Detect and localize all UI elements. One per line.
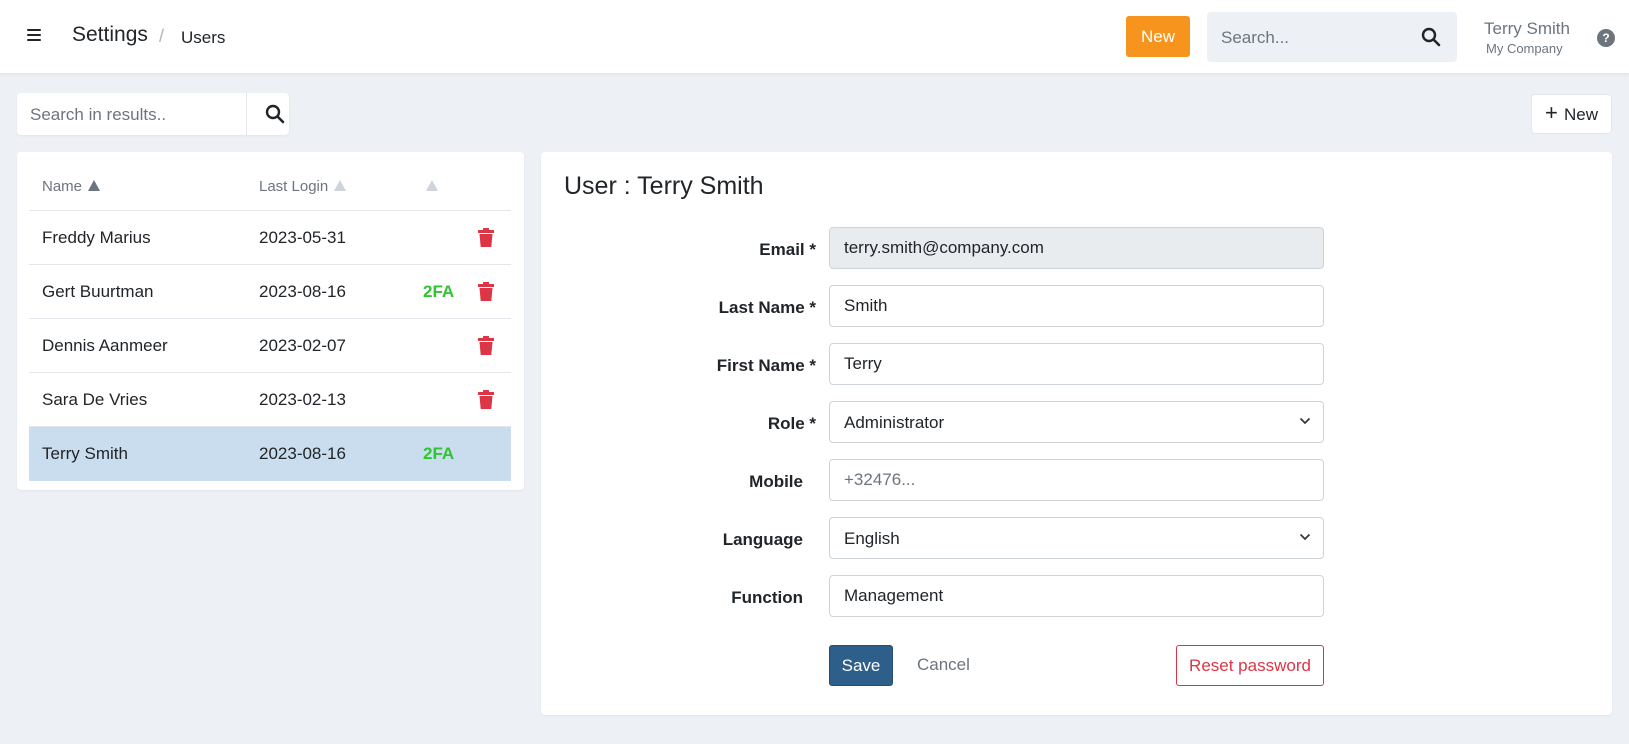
trash-icon[interactable]	[478, 390, 494, 409]
sort-icon	[426, 180, 438, 191]
user-name-cell: Sara De Vries	[42, 390, 148, 409]
first-name-field[interactable]	[829, 343, 1324, 385]
table-row-selected[interactable]: Terry Smith 2023-08-16 2FA	[29, 427, 511, 481]
top-bar: Settings / Users New Search... Terry Smi…	[0, 0, 1629, 74]
trash-icon[interactable]	[478, 228, 494, 247]
last-login-cell: 2023-05-31	[259, 228, 346, 247]
sort-asc-icon	[88, 180, 101, 191]
language-select[interactable]: English	[829, 517, 1324, 559]
last-login-cell: 2023-02-07	[259, 336, 346, 355]
user-form: User : Terry Smith Email * Last Name * F…	[541, 152, 1612, 715]
twofa-badge: 2FA	[423, 282, 455, 301]
table-row[interactable]: Freddy Marius 2023-05-31	[29, 211, 511, 265]
user-company: My Company	[1486, 41, 1563, 56]
results-search-input[interactable]: Search in results..	[30, 105, 167, 124]
help-icon[interactable]: ?	[1597, 29, 1615, 47]
table-row[interactable]: Dennis Aanmeer 2023-02-07	[29, 319, 511, 373]
twofa-badge: 2FA	[423, 444, 455, 463]
column-name-header[interactable]: Name	[42, 178, 101, 195]
user-name-cell: Terry Smith	[42, 444, 128, 463]
cancel-button[interactable]: Cancel	[917, 655, 970, 674]
email-field	[829, 227, 1324, 269]
language-label: Language	[722, 530, 803, 549]
table-header: Name Last Login	[29, 152, 511, 211]
form-title: User : Terry Smith	[564, 172, 764, 200]
column-last-login-label: Last Login	[259, 178, 329, 195]
column-last-login-header[interactable]: Last Login	[259, 178, 347, 195]
sort-icon	[334, 180, 347, 191]
user-name[interactable]: Terry Smith	[1484, 19, 1570, 38]
plus-icon: +	[1545, 100, 1558, 125]
hamburger-menu-icon[interactable]	[27, 29, 41, 43]
global-search[interactable]: Search...	[1207, 12, 1457, 62]
last-login-cell: 2023-08-16	[259, 282, 346, 301]
last-name-label: Last Name *	[718, 298, 816, 317]
user-name-cell: Dennis Aanmeer	[42, 336, 168, 355]
new-button[interactable]: New	[1126, 16, 1190, 57]
breadcrumb-separator: /	[159, 26, 165, 46]
column-name-label: Name	[42, 178, 83, 195]
role-selected-value: Administrator	[844, 413, 945, 432]
user-name-cell: Freddy Marius	[42, 228, 151, 247]
chevron-down-icon	[1299, 533, 1311, 541]
results-search[interactable]: Search in results..	[17, 93, 289, 135]
user-name-cell: Gert Buurtman	[42, 282, 154, 301]
chevron-down-icon	[1299, 417, 1311, 425]
last-login-cell: 2023-08-16	[259, 444, 346, 463]
trash-icon[interactable]	[478, 336, 494, 355]
add-user-button[interactable]: + New	[1531, 94, 1612, 134]
breadcrumb-users: Users	[181, 28, 226, 47]
add-user-label: New	[1564, 105, 1599, 124]
mobile-field[interactable]	[829, 459, 1324, 501]
role-select[interactable]: Administrator	[829, 401, 1324, 443]
search-icon[interactable]	[1421, 27, 1441, 47]
table-row[interactable]: Gert Buurtman 2023-08-16 2FA	[29, 265, 511, 319]
email-label: Email *	[759, 240, 816, 259]
last-login-cell: 2023-02-13	[259, 390, 346, 409]
function-label: Function	[731, 588, 803, 607]
trash-icon[interactable]	[478, 282, 494, 301]
reset-password-button[interactable]: Reset password	[1176, 645, 1324, 686]
save-button[interactable]: Save	[829, 645, 893, 686]
search-icon[interactable]	[265, 104, 285, 124]
table-row[interactable]: Sara De Vries 2023-02-13	[29, 373, 511, 427]
role-label: Role *	[767, 414, 816, 433]
users-list: Name Last Login Freddy Marius 2023-05-31…	[17, 152, 524, 490]
language-selected-value: English	[844, 529, 900, 548]
last-name-field[interactable]	[829, 285, 1324, 327]
first-name-label: First Name *	[716, 356, 816, 375]
mobile-label: Mobile	[749, 472, 803, 491]
global-search-input[interactable]: Search...	[1221, 28, 1290, 47]
search-divider	[246, 93, 247, 135]
column-2fa-header[interactable]	[420, 178, 438, 195]
breadcrumb-settings[interactable]: Settings	[72, 23, 148, 46]
function-field[interactable]	[829, 575, 1324, 617]
